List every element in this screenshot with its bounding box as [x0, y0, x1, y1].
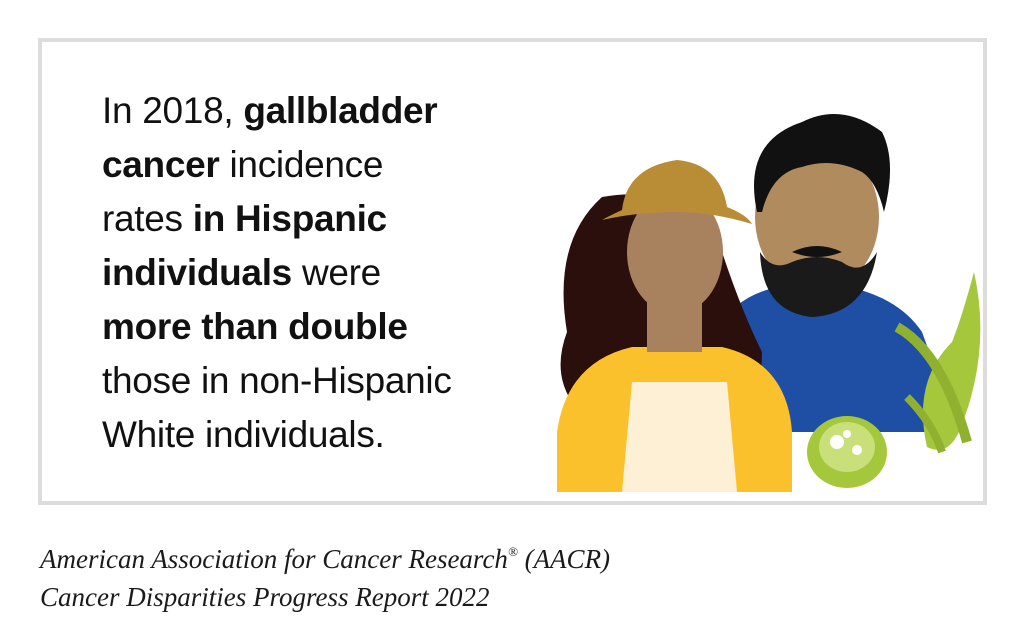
statement-line-1: In 2018, gallbladder: [102, 90, 438, 131]
statement-text: In 2018, gallbladder cancer incidence ra…: [102, 84, 532, 462]
gallbladder-icon: [807, 272, 981, 488]
statement-line-7: White individuals.: [102, 414, 385, 455]
people-illustration: [557, 114, 981, 492]
caption-line-1: American Association for Cancer Research…: [40, 544, 611, 574]
statement-line-6: those in non-Hispanic: [102, 360, 452, 401]
statement-line-3: rates in Hispanic: [102, 198, 387, 239]
statement-line-5: more than double: [102, 306, 408, 347]
woman-with-hat-icon: [557, 160, 792, 492]
statement-line-2: cancer incidence: [102, 144, 384, 185]
source-caption: American Association for Cancer Research…: [40, 533, 1000, 616]
statement-line-4: individuals were: [102, 252, 381, 293]
infographic-card: In 2018, gallbladder cancer incidence ra…: [38, 38, 987, 505]
caption-line-2: Cancer Disparities Progress Report 2022: [40, 582, 490, 612]
